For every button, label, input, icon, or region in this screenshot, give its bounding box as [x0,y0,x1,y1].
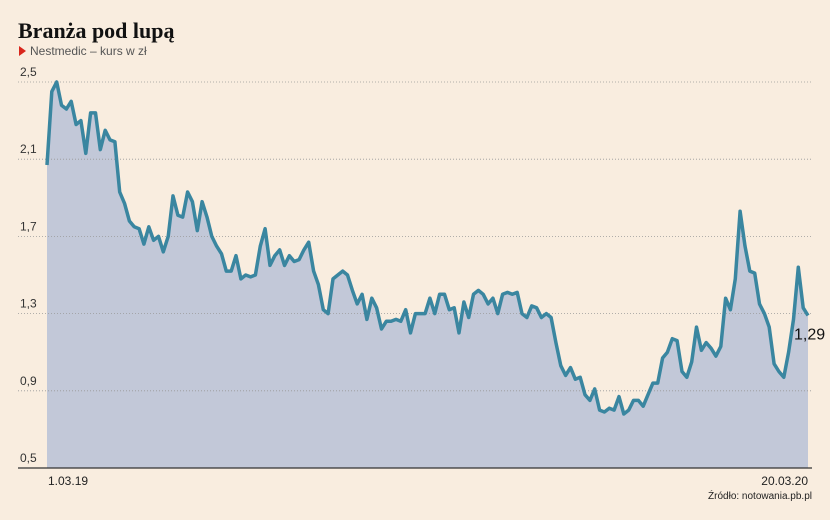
area [47,82,808,468]
subtitle-marker [19,46,26,56]
y-tick-label: 2,1 [20,142,37,156]
x-tick-label: 1.03.19 [48,474,88,488]
chart-title: Branża pod lupą [18,18,175,43]
line [45,80,810,416]
value-label: 1,29 [794,327,825,344]
y-tick-label: 1,7 [20,219,37,233]
y-tick-label: 0,5 [20,451,37,465]
y-tick-label: 2,5 [20,65,37,79]
source: Źródło: notowania.pb.pl [708,489,812,502]
y-tick-label: 1,3 [20,297,37,311]
chart-subtitle: Nestmedic – kurs w zł [30,44,147,58]
y-tick-label: 0,9 [20,374,37,388]
x-tick-label: 20.03.20 [761,474,808,488]
